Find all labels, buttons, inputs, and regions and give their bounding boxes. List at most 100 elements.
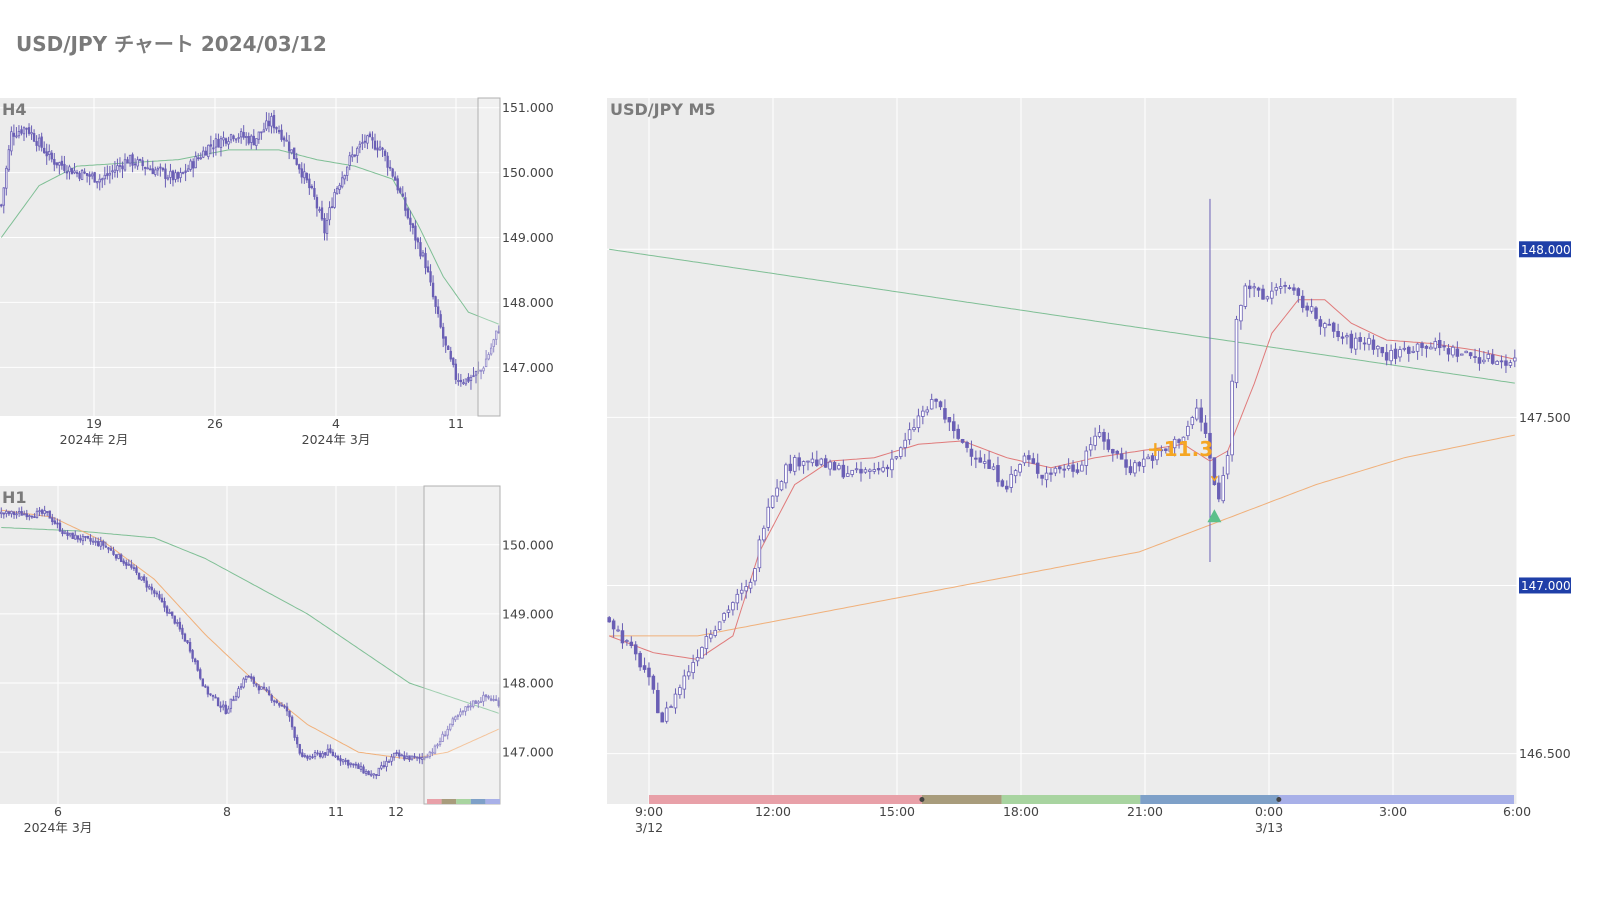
candle-body bbox=[722, 613, 726, 621]
candle-body bbox=[717, 621, 722, 631]
candle-body bbox=[165, 606, 169, 614]
candle-body bbox=[1376, 345, 1380, 350]
h4-x-tick: 26 bbox=[207, 416, 223, 431]
candle-body bbox=[315, 197, 319, 209]
candle-body bbox=[495, 330, 498, 340]
candle-body bbox=[872, 469, 877, 472]
candle-body bbox=[965, 441, 969, 448]
candle-body bbox=[474, 370, 478, 376]
candle-body bbox=[97, 541, 100, 547]
candle-body bbox=[382, 765, 386, 767]
candle-body bbox=[78, 172, 81, 179]
candle-body bbox=[744, 586, 748, 592]
candle-body bbox=[222, 704, 225, 708]
candle-body bbox=[1018, 464, 1022, 473]
candle-body bbox=[250, 135, 253, 143]
candle-body bbox=[1239, 304, 1243, 322]
candle-body bbox=[863, 469, 868, 473]
candle-body bbox=[357, 764, 360, 769]
candle-body bbox=[1415, 343, 1420, 352]
candle-body bbox=[232, 135, 235, 139]
candle-body bbox=[660, 712, 664, 723]
candle-body bbox=[2, 187, 5, 206]
candle-body bbox=[145, 580, 148, 588]
candle-body bbox=[209, 693, 212, 696]
candle-body bbox=[204, 685, 207, 688]
candle-body bbox=[368, 133, 372, 138]
candle-body bbox=[1367, 337, 1371, 345]
candle-body bbox=[434, 296, 437, 307]
candle-body bbox=[349, 762, 352, 765]
candle-body bbox=[1247, 285, 1252, 290]
candle-body bbox=[216, 697, 220, 707]
candle-body bbox=[956, 428, 960, 439]
candle-body bbox=[1243, 285, 1248, 307]
candle-body bbox=[406, 208, 410, 219]
candle-body bbox=[921, 410, 925, 417]
candle-body bbox=[217, 138, 220, 148]
candle-body bbox=[166, 177, 170, 180]
candle-body bbox=[328, 207, 331, 221]
candle-body bbox=[283, 705, 286, 708]
candle-body bbox=[1199, 407, 1203, 423]
candle-body bbox=[5, 167, 8, 189]
candle-body bbox=[250, 676, 253, 679]
candle-body bbox=[438, 741, 442, 745]
candle-body bbox=[352, 763, 355, 766]
candle-body bbox=[1111, 449, 1115, 454]
candle-body bbox=[691, 662, 695, 674]
h4-plot-bg bbox=[0, 98, 500, 416]
candle-body bbox=[229, 698, 233, 709]
candle-body bbox=[770, 495, 775, 508]
candle-body bbox=[456, 715, 460, 718]
candle-body bbox=[255, 138, 258, 146]
candle-body bbox=[133, 163, 137, 166]
candle-body bbox=[1013, 470, 1018, 477]
candle-body bbox=[144, 166, 147, 169]
candle-body bbox=[339, 758, 342, 762]
candle-body bbox=[103, 174, 106, 180]
candle-body bbox=[123, 159, 127, 171]
candle-body bbox=[303, 171, 306, 179]
candle-body bbox=[416, 238, 420, 243]
candle-body bbox=[469, 705, 472, 708]
candle-body bbox=[482, 694, 485, 702]
candle-body bbox=[482, 367, 485, 372]
candle-body bbox=[102, 541, 105, 546]
candle-body bbox=[135, 567, 138, 573]
candle-body bbox=[93, 172, 96, 183]
m5-x-tick: 6:00 bbox=[1503, 804, 1531, 819]
candle-body bbox=[290, 149, 293, 154]
candle-body bbox=[126, 159, 129, 164]
candle-body bbox=[104, 545, 108, 548]
candle-body bbox=[88, 174, 91, 177]
candle-body bbox=[341, 759, 345, 763]
candle-body bbox=[1292, 287, 1296, 291]
candle-body bbox=[1172, 438, 1177, 449]
candle-body bbox=[739, 589, 744, 594]
candle-body bbox=[426, 266, 430, 273]
candle-body bbox=[158, 594, 161, 599]
h4-x-tick: 11 bbox=[448, 416, 464, 431]
candle-body bbox=[845, 473, 850, 477]
candle-body bbox=[53, 158, 56, 165]
candle-body bbox=[1106, 439, 1111, 450]
candle-body bbox=[151, 168, 154, 175]
pips-label: +11.3 bbox=[1147, 437, 1213, 461]
candle-body bbox=[647, 667, 651, 678]
candle-body bbox=[65, 171, 69, 174]
candle-body bbox=[290, 716, 294, 728]
candle-body bbox=[12, 511, 16, 515]
y-tick-label: 148.000 bbox=[502, 295, 554, 310]
candle-body bbox=[270, 695, 273, 701]
candle-body bbox=[673, 693, 678, 709]
candle-body bbox=[1411, 350, 1415, 353]
candle-body bbox=[1203, 422, 1208, 434]
candle-body bbox=[464, 378, 468, 385]
candle-body bbox=[391, 168, 394, 177]
candle-body bbox=[469, 376, 473, 381]
candle-body bbox=[428, 751, 432, 757]
candle-body bbox=[784, 464, 788, 484]
candle-body bbox=[318, 752, 322, 758]
candle-body bbox=[709, 634, 713, 639]
